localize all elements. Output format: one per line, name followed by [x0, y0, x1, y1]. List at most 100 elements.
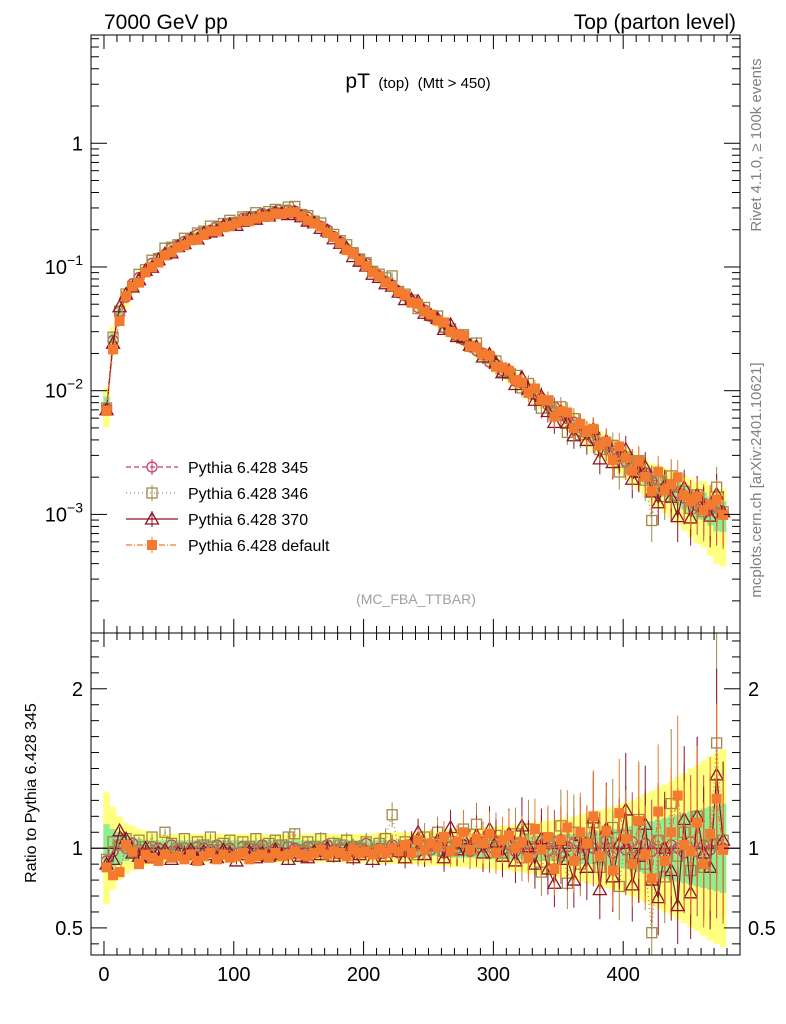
main-ytick-label-exp: −3 — [67, 499, 83, 515]
main-ytick-label: 1 — [72, 133, 83, 155]
legend-label: Pythia 6.428 345 — [188, 460, 308, 477]
ratio-xtick-label: 100 — [217, 964, 250, 986]
ratio-point — [127, 846, 138, 857]
main-point — [540, 403, 556, 418]
main-point — [633, 456, 644, 467]
ratio-point — [659, 855, 670, 866]
ratio-ytick-label-right: 1 — [748, 838, 759, 860]
main-title: pT (top) (Mtt > 450) — [345, 70, 490, 93]
main-point — [400, 290, 411, 301]
main-point — [640, 471, 651, 482]
main-ytick-label: 10−1 — [45, 252, 83, 279]
ratio-point — [289, 828, 301, 840]
ratio-point — [523, 852, 534, 863]
main-point — [542, 395, 553, 406]
ratio-point — [620, 833, 631, 844]
legend-marker — [146, 461, 158, 473]
ratio-point — [205, 847, 216, 858]
ratio-point — [465, 844, 476, 855]
header-right: Top (parton level) — [574, 11, 736, 34]
ratio-point — [159, 826, 171, 838]
ratio-point — [114, 867, 125, 878]
main-point — [620, 452, 631, 463]
main-point — [718, 509, 729, 520]
main-ytick-label: 10−3 — [45, 499, 83, 526]
ratio-point — [133, 834, 145, 846]
main-point — [666, 479, 677, 490]
ratio-point — [646, 873, 657, 884]
main-point — [562, 407, 573, 418]
main-point — [692, 491, 703, 502]
ratio-xtick-label: 200 — [347, 964, 380, 986]
main-point — [471, 342, 482, 353]
ratio-ytick-label: 1 — [72, 838, 83, 860]
ratio-point — [516, 836, 527, 847]
main-point — [607, 455, 618, 466]
ratio-point — [666, 827, 677, 838]
ratio-point — [442, 819, 459, 834]
ratio-point — [503, 830, 514, 841]
ratio-series-layer — [98, 633, 731, 955]
ratio-point — [153, 855, 164, 866]
ratio-point — [679, 840, 690, 851]
ratio-point — [633, 816, 644, 827]
main-point — [503, 365, 514, 376]
ratio-point — [105, 851, 121, 866]
main-ytick-label: 10−2 — [45, 376, 83, 403]
ratio-point — [529, 824, 540, 835]
main-point — [134, 277, 145, 288]
ratio-plot: 0 100 200 300 400 0.5 0.5 1 1 2 2 Ratio to Pythia … — [23, 632, 776, 986]
legend: Pythia 6.428 345 Pythia 6.428 346 Pythia 6… — [126, 459, 330, 555]
main-point — [670, 508, 686, 523]
main-point — [484, 350, 495, 361]
legend-marker — [147, 540, 157, 550]
ratio-point — [670, 897, 686, 912]
ratio-point — [178, 832, 191, 845]
ratio-point — [121, 840, 132, 851]
main-point — [646, 514, 658, 527]
main-point — [646, 486, 657, 497]
ratio-point — [134, 859, 145, 870]
ratio-point — [315, 832, 327, 845]
main-point — [588, 423, 599, 434]
main-point — [413, 298, 424, 309]
ratio-ytick-label: 0.5 — [55, 918, 83, 940]
ratio-point — [555, 835, 566, 846]
ratio-point — [237, 847, 248, 858]
main-point — [601, 436, 612, 447]
side-label-bottom: mcplots.cern.ch [arXiv:2401.10621] — [748, 362, 765, 597]
main-point — [426, 309, 437, 320]
main-point — [559, 415, 575, 429]
main-point — [387, 281, 398, 292]
legend-entry-3: Pythia 6.428 370 — [126, 511, 308, 529]
ratio-point — [627, 859, 638, 870]
main-point — [328, 232, 339, 243]
main-point — [679, 490, 690, 501]
ratio-point — [400, 840, 411, 851]
main-title-sub1: (top) — [378, 75, 409, 92]
main-point — [108, 344, 119, 355]
main-title-sub2: (Mtt > 450) — [418, 75, 491, 92]
ratio-point — [146, 831, 158, 843]
main-point — [101, 405, 112, 416]
ratio-point — [650, 889, 666, 904]
legend-entry-1: Pythia 6.428 345 — [126, 459, 308, 477]
ratio-y-label: Ratio to Pythia 6.428 345 — [23, 703, 40, 883]
main-point — [575, 418, 586, 429]
legend-label: Pythia 6.428 default — [188, 538, 330, 555]
ratio-point — [386, 809, 398, 821]
main-point — [529, 383, 540, 394]
legend-entry-4: Pythia 6.428 default — [126, 537, 330, 555]
ratio-point — [406, 847, 417, 858]
ratio-point — [282, 831, 294, 843]
ratio-series-2 — [100, 633, 729, 955]
ratio-point — [592, 881, 608, 896]
ratio-point — [111, 822, 128, 837]
ratio-point — [101, 862, 112, 873]
main-point — [653, 466, 664, 477]
main-point — [335, 238, 346, 249]
ratio-point — [477, 838, 488, 849]
ratio-xtick-label: 0 — [98, 964, 109, 986]
ratio-point — [711, 793, 722, 804]
ratio-point — [607, 865, 618, 876]
